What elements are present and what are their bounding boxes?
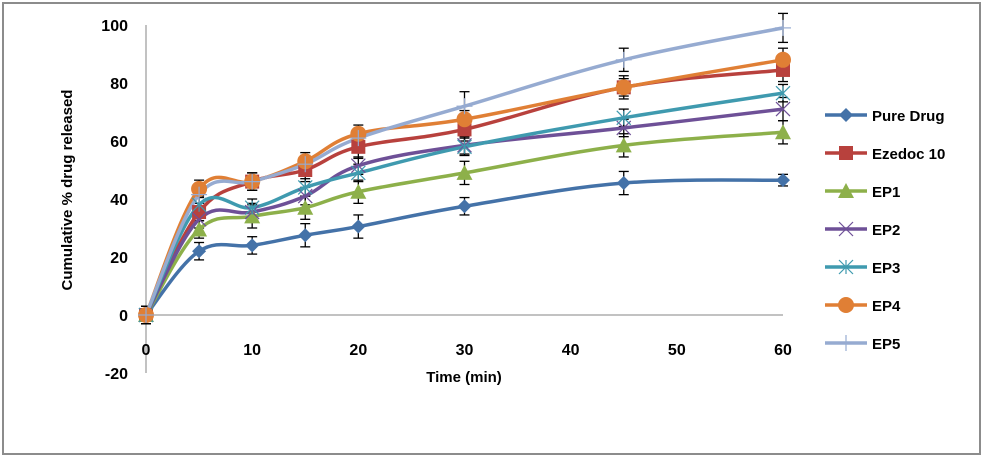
error-bars-pure-drug [141, 170, 788, 325]
legend-label: Pure Drug [872, 108, 945, 125]
x-tick-label: 30 [456, 342, 474, 359]
marker-triangle [191, 221, 208, 237]
legend-marker-circle [838, 297, 854, 313]
marker-circle [456, 111, 473, 128]
marker-plus [297, 156, 314, 173]
marker-star [244, 200, 260, 216]
marker-star [616, 110, 632, 126]
x-tick-label: 0 [142, 342, 151, 359]
legend-label: EP5 [872, 336, 900, 353]
series-line-ep1 [144, 130, 784, 316]
x-tick-label: 50 [668, 342, 686, 359]
series-markers [138, 19, 791, 323]
marker-plus [456, 98, 473, 115]
y-tick-label: 80 [110, 76, 128, 93]
legend-marker-triangle [838, 183, 854, 198]
marker-star [350, 165, 366, 181]
x-stroke [191, 211, 207, 227]
marker-plus [615, 51, 632, 68]
axes: -20 0 20 40 60 80 100 0 10 20 30 40 50 60 [101, 18, 792, 383]
marker-diamond [298, 228, 313, 243]
markers-pure-drug [139, 173, 790, 322]
y-tick-label: 100 [101, 18, 128, 35]
markers-ep5 [138, 19, 791, 323]
marker-diamond [192, 244, 207, 259]
legend-label: Ezedoc 10 [872, 146, 945, 163]
y-axis-title: Cumulative % drug released [59, 90, 76, 291]
legend-marker-square [839, 146, 853, 160]
marker-triangle [775, 124, 791, 140]
marker-star [297, 179, 313, 195]
legend-item-ep4: EP4 [825, 297, 901, 315]
legend-label: EP4 [872, 298, 901, 315]
marker-x [191, 211, 207, 227]
x-tick-label: 60 [774, 342, 792, 359]
legend-marker-diamond [839, 108, 853, 122]
marker-triangle [350, 183, 367, 199]
x-stroke [838, 221, 854, 237]
marker-diamond [245, 238, 260, 253]
legend-marker-star [838, 259, 854, 275]
marker-star [457, 139, 472, 155]
marker-diamond [457, 199, 472, 214]
legend-item-ezedoc-10: Ezedoc 10 [825, 146, 945, 163]
marker-triangle [244, 208, 261, 224]
marker-x [350, 158, 366, 174]
y-tick-label: 20 [110, 250, 128, 267]
y-tick-label: 0 [119, 308, 128, 325]
marker-triangle [615, 137, 632, 153]
y-tick-label: 40 [110, 192, 128, 209]
legend-marker-x [838, 221, 854, 237]
y-tick-label: 60 [110, 134, 128, 151]
y-tick-label: -20 [105, 366, 128, 383]
legend-label: EP3 [872, 260, 900, 277]
legend-item-ep2: EP2 [825, 221, 900, 239]
marker-triangle [456, 164, 473, 180]
marker-diamond [776, 173, 790, 188]
legend-item-ep3: EP3 [825, 259, 900, 277]
marker-triangle [297, 199, 314, 215]
marker-diamond [616, 176, 631, 191]
x-tick-label: 40 [562, 342, 580, 359]
legend-item-pure-drug: Pure Drug [825, 108, 945, 125]
x-axis-title: Time (min) [426, 369, 502, 386]
legend: Pure Drug Ezedoc 10 EP1 EP2 EP3 EP4 EP5 [825, 108, 945, 353]
legend-marker-plus [838, 335, 854, 351]
legend-label: EP2 [872, 222, 900, 239]
marker-circle [775, 51, 791, 68]
marker-star [775, 85, 791, 101]
x-tick-label: 10 [243, 342, 261, 359]
legend-item-ep1: EP1 [825, 183, 900, 201]
marker-plus [191, 186, 208, 203]
markers-ep3 [138, 85, 791, 323]
legend-item-ep5: EP5 [825, 335, 900, 353]
marker-diamond [351, 219, 366, 234]
legend-label: EP1 [872, 184, 900, 201]
x-stroke [775, 101, 791, 117]
marker-circle [615, 79, 632, 96]
marker-x [775, 101, 791, 117]
marker-plus [244, 173, 261, 190]
x-tick-label: 20 [349, 342, 367, 359]
x-stroke [350, 158, 366, 174]
marker-square [351, 139, 366, 154]
marker-plus [775, 19, 791, 36]
marker-plus [350, 130, 367, 147]
marker-plus [138, 307, 154, 323]
